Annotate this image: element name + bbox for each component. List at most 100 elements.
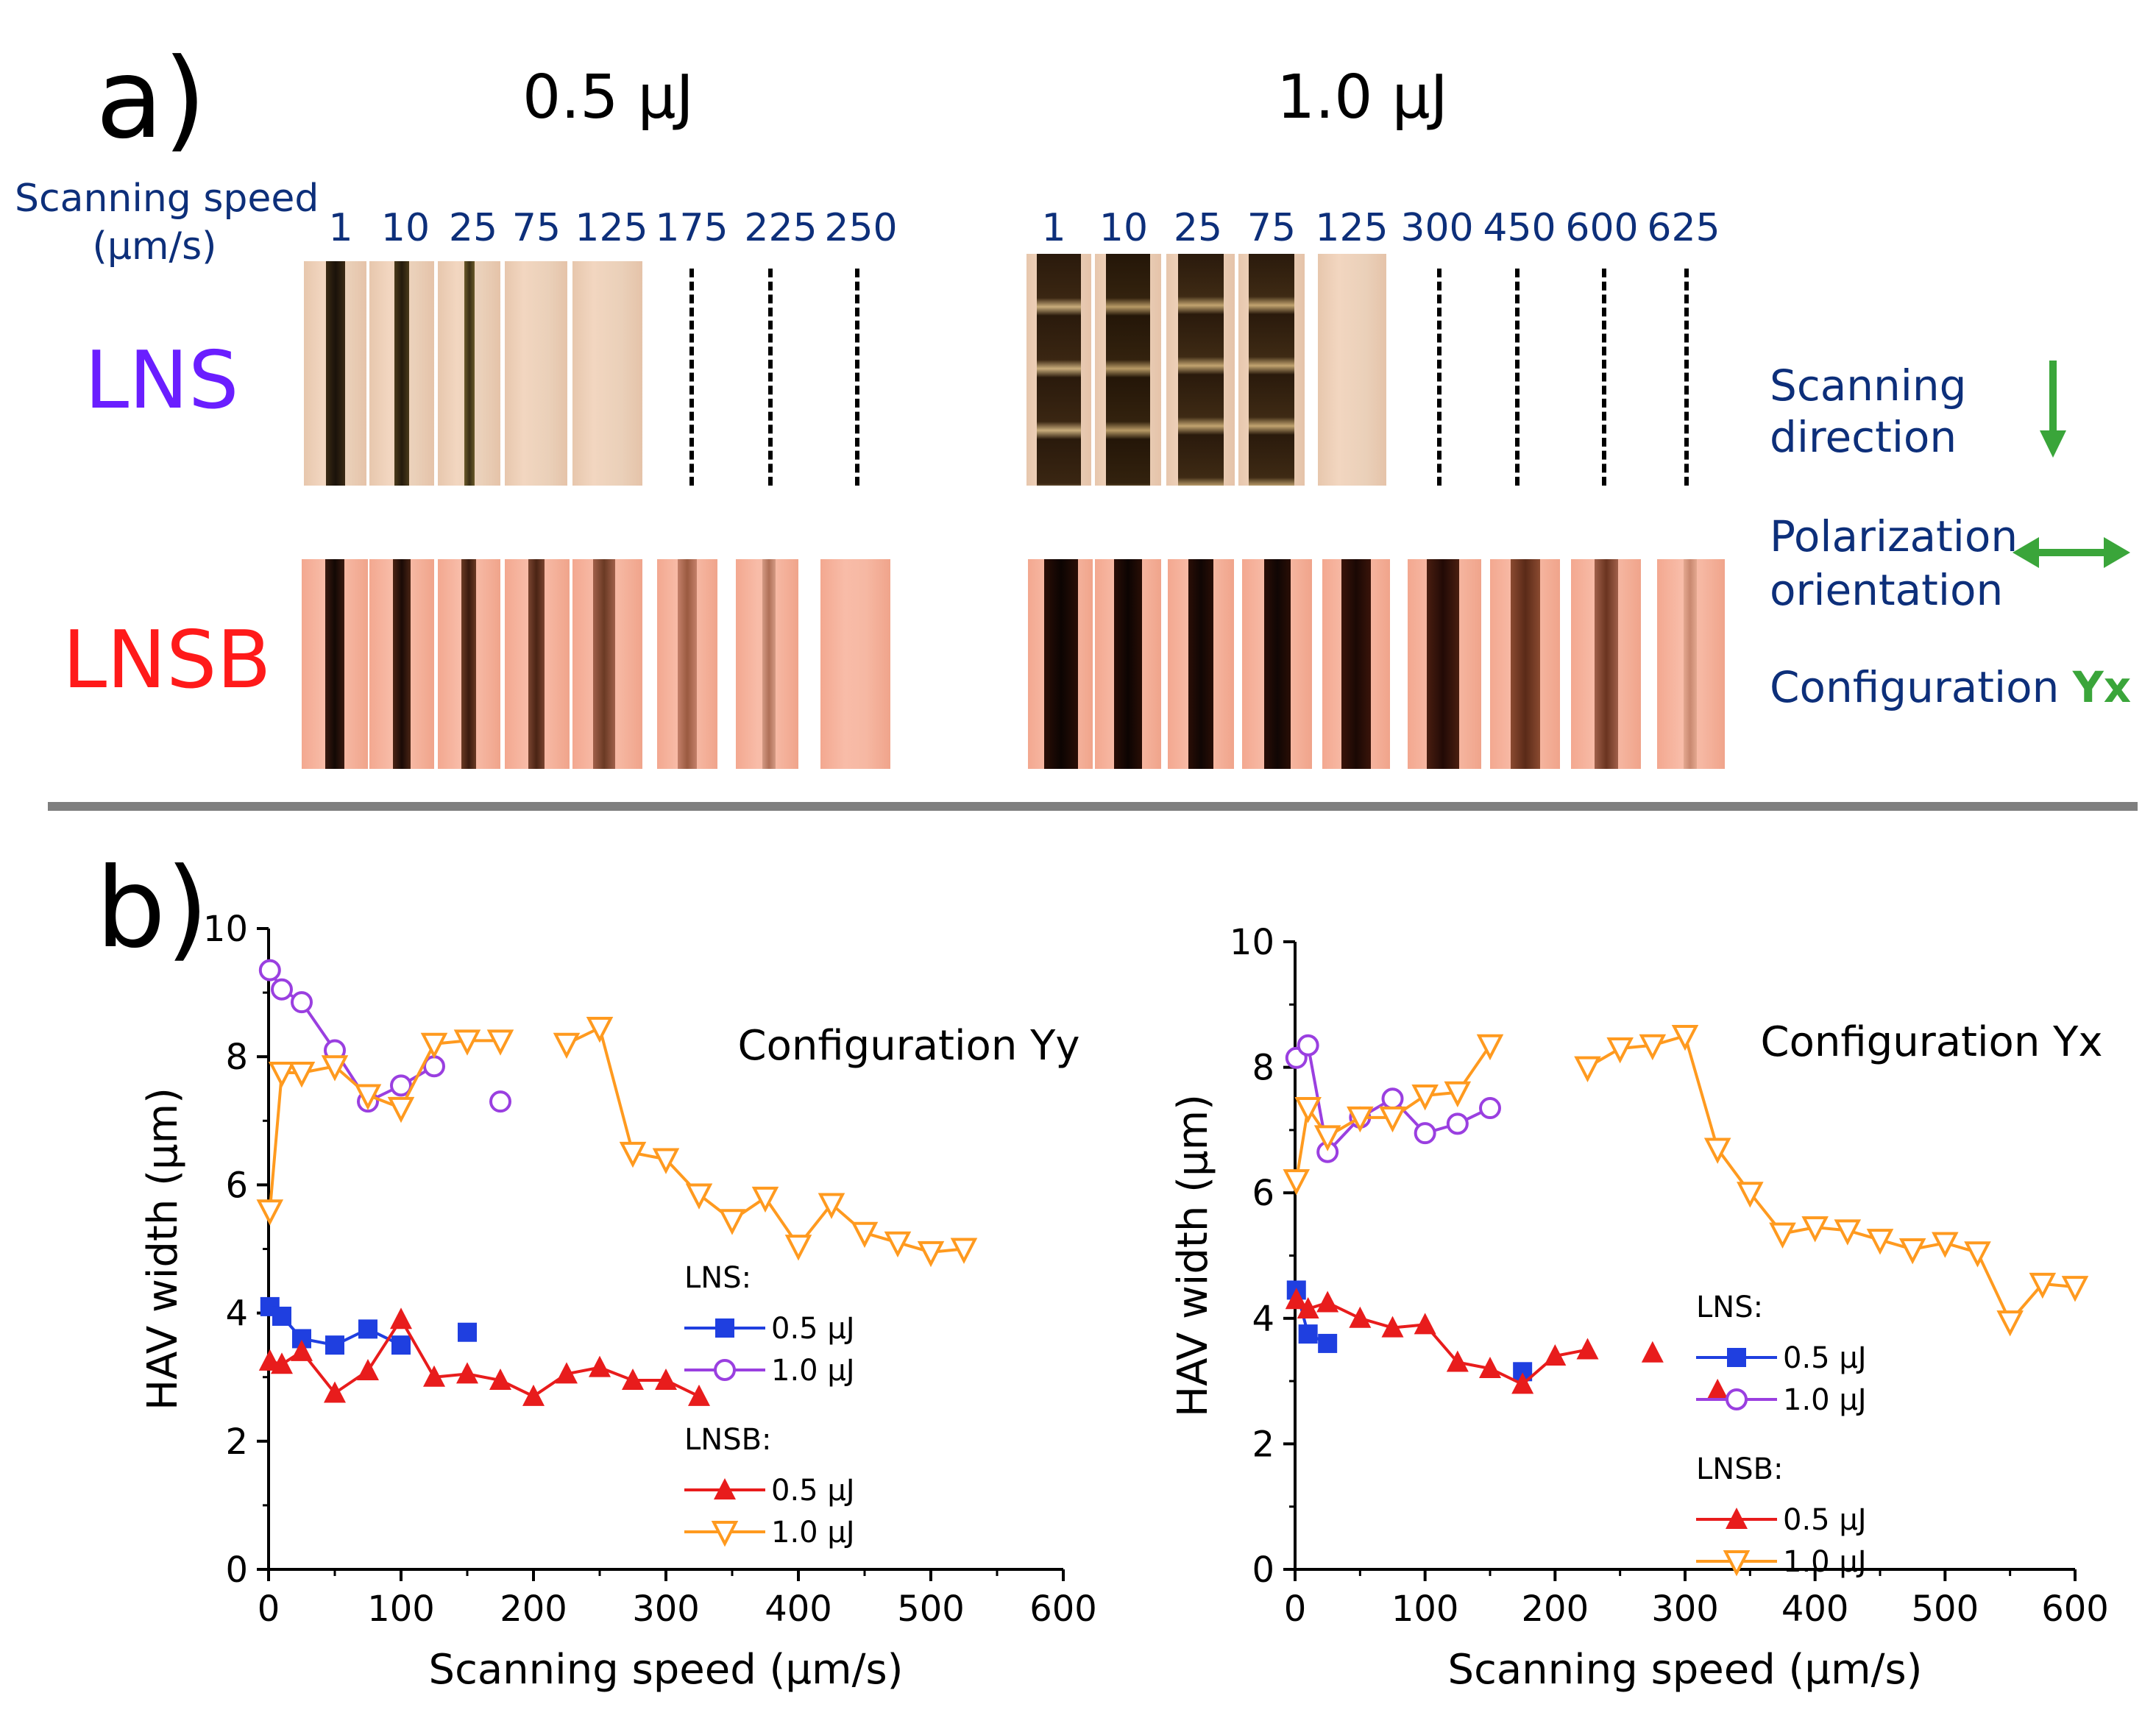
data-point <box>258 959 281 982</box>
data-point <box>917 1240 945 1268</box>
x-tick-label: 0 <box>1284 1589 1307 1630</box>
data-point <box>357 1358 379 1380</box>
micrograph-lnsb-10 <box>1168 559 1234 769</box>
micrograph-lns-10 <box>1318 254 1386 486</box>
y-tick-label: 2 <box>225 1421 248 1463</box>
data-point <box>1381 1087 1404 1110</box>
energy-label-05: 0.5 μJ <box>522 63 694 132</box>
data-point <box>420 1032 448 1059</box>
legend-marker <box>711 1521 739 1547</box>
micrograph-lnsb-10 <box>1242 559 1312 769</box>
data-point <box>556 1362 578 1384</box>
no-modification-marker <box>1515 269 1524 486</box>
data-point <box>884 1231 912 1258</box>
series-line <box>1295 1298 1588 1386</box>
configuration-value: Yx <box>2072 662 2132 712</box>
data-point <box>1297 1297 1319 1319</box>
data-point <box>325 1335 344 1355</box>
micrograph-lns-05 <box>438 261 500 486</box>
data-point <box>321 1055 349 1082</box>
data-point <box>1511 1372 1534 1394</box>
data-point <box>1479 1097 1501 1120</box>
micrograph-lnsb-10 <box>1490 559 1560 769</box>
x-tick-label: 500 <box>897 1589 965 1630</box>
y-tick-label: 0 <box>225 1550 248 1591</box>
data-point <box>489 1090 511 1113</box>
data-point <box>1996 1310 2024 1337</box>
x-axis-label: Scanning speed (μm/s) <box>1448 1646 1923 1694</box>
x-tick-label: 600 <box>1029 1589 1097 1630</box>
x-tick-label: 0 <box>258 1589 280 1630</box>
speed-tick-10: 300 <box>1400 206 1474 250</box>
data-point <box>1446 1350 1469 1372</box>
data-point <box>390 1307 412 1330</box>
no-modification-marker <box>768 269 777 486</box>
data-point <box>1476 1034 1504 1061</box>
no-modification-marker <box>689 269 698 486</box>
legend-marker <box>714 1359 736 1381</box>
data-point <box>622 1369 644 1391</box>
legend-group-lnsb: LNSB: <box>1696 1452 1784 1486</box>
data-point <box>1641 1341 1664 1363</box>
speed-tick-10: 625 <box>1647 206 1720 250</box>
speed-tick-10: 25 <box>1173 206 1223 250</box>
x-tick-label: 200 <box>500 1589 567 1630</box>
data-point <box>1444 1081 1472 1108</box>
legend-marker <box>1726 1388 1748 1410</box>
y-tick-label: 0 <box>1252 1550 1274 1591</box>
data-point <box>1285 1288 1308 1310</box>
x-tick-label: 400 <box>765 1589 832 1630</box>
y-tick-label: 8 <box>225 1037 248 1078</box>
scanning-speed-label: Scanning speed <box>15 177 319 221</box>
data-point <box>1574 1056 1601 1082</box>
x-tick-label: 100 <box>1391 1589 1459 1630</box>
data-point <box>652 1148 680 1174</box>
micrograph-lns-05 <box>572 261 642 486</box>
legend-group-lns: LNS: <box>1696 1291 1763 1324</box>
micrograph-lnsb-10 <box>1657 559 1725 769</box>
y-tick-label: 4 <box>1252 1299 1274 1340</box>
data-point <box>423 1365 445 1387</box>
chart-title: Configuration Yy <box>738 1022 1080 1070</box>
speed-tick-10: 450 <box>1483 206 1556 250</box>
micrograph-lns-05 <box>505 261 567 486</box>
data-point <box>1932 1232 1959 1258</box>
data-point <box>1606 1037 1634 1064</box>
configuration-prefix: Configuration <box>1770 662 2060 712</box>
speed-tick-05: 175 <box>655 206 728 250</box>
data-point <box>1379 1106 1406 1133</box>
x-tick-label: 600 <box>2041 1589 2109 1630</box>
x-tick-label: 300 <box>632 1589 700 1630</box>
x-tick-label: 400 <box>1781 1589 1849 1630</box>
micrograph-lnsb-10 <box>1322 559 1390 769</box>
micrograph-lns-10 <box>1166 254 1235 486</box>
data-point <box>1706 1378 1729 1400</box>
data-point <box>1737 1182 1764 1208</box>
down-arrow-icon <box>2040 361 2066 458</box>
data-point <box>387 1096 415 1124</box>
legend-group-lnsb: LNSB: <box>684 1423 772 1457</box>
energy-label-10: 1.0 μJ <box>1277 63 1448 132</box>
data-point <box>1414 1122 1436 1145</box>
legend-marker <box>1727 1348 1746 1367</box>
speed-tick-05: 75 <box>511 206 561 250</box>
y-tick-label: 4 <box>225 1293 248 1335</box>
data-point <box>589 1355 611 1377</box>
data-point <box>486 1029 514 1056</box>
data-point <box>1801 1216 1829 1243</box>
data-point <box>256 1199 284 1226</box>
panel-divider <box>48 802 2138 811</box>
data-point <box>458 1322 477 1342</box>
micrograph-lnsb-05 <box>369 559 434 769</box>
data-point <box>851 1221 879 1249</box>
speed-tick-05: 225 <box>744 206 818 250</box>
micrograph-lns-05 <box>304 261 366 486</box>
y-tick-label: 2 <box>1252 1424 1274 1465</box>
data-point <box>950 1238 978 1264</box>
speed-tick-10: 75 <box>1247 206 1297 250</box>
data-point <box>1576 1338 1599 1360</box>
data-point <box>1313 1125 1341 1151</box>
